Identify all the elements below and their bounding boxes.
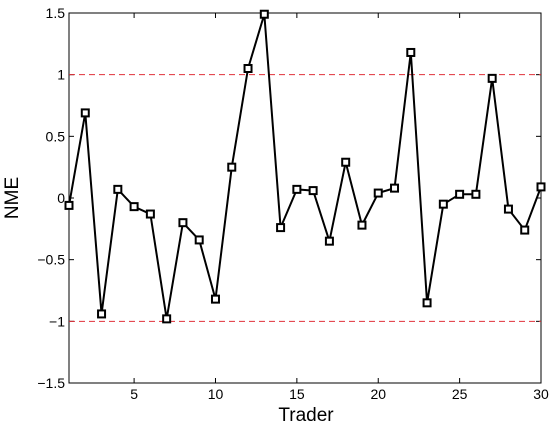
data-point-marker bbox=[276, 223, 286, 233]
data-point-marker bbox=[308, 186, 318, 196]
data-point-marker bbox=[97, 309, 107, 319]
data-point-marker bbox=[227, 162, 237, 172]
data-point-marker bbox=[390, 183, 400, 193]
y-tick-label: −1.5 bbox=[37, 375, 65, 391]
data-point-marker bbox=[80, 108, 90, 118]
y-tick-labels: −1.5 −1 −0.5 0 0.5 1 1.5 bbox=[37, 5, 65, 391]
data-point-marker bbox=[341, 157, 351, 167]
data-point-marker bbox=[210, 294, 220, 304]
data-point-marker bbox=[503, 204, 513, 214]
y-tick-label: −1 bbox=[49, 313, 65, 329]
plot-layer bbox=[64, 9, 546, 384]
data-point-marker bbox=[129, 202, 139, 212]
data-point-marker bbox=[64, 200, 74, 210]
y-tick-label: 1 bbox=[57, 67, 65, 83]
data-point-marker bbox=[178, 218, 188, 228]
data-point-marker bbox=[438, 199, 448, 209]
data-point-marker bbox=[145, 209, 155, 219]
data-point-marker bbox=[455, 189, 465, 199]
y-axis-label: NME bbox=[2, 177, 23, 219]
plot-frame bbox=[68, 12, 542, 384]
data-point-marker bbox=[373, 188, 383, 198]
y-tick-label: 0 bbox=[57, 190, 65, 206]
data-point-marker bbox=[471, 189, 481, 199]
x-tick-labels: 5 10 15 20 25 30 bbox=[130, 386, 549, 402]
data-point-marker bbox=[324, 236, 334, 246]
x-tick-label: 20 bbox=[370, 386, 386, 402]
data-point-marker bbox=[406, 47, 416, 57]
x-tick-label: 5 bbox=[130, 386, 138, 402]
series-line bbox=[68, 13, 542, 320]
x-tick-label: 15 bbox=[289, 386, 305, 402]
data-point-marker bbox=[194, 235, 204, 245]
data-point-marker bbox=[292, 184, 302, 194]
data-point-marker bbox=[357, 220, 367, 230]
y-tick-label: 1.5 bbox=[46, 5, 66, 21]
x-tick-label: 25 bbox=[452, 386, 468, 402]
x-axis-label: Trader bbox=[278, 405, 334, 426]
y-tick-label: −0.5 bbox=[37, 252, 65, 268]
data-point-marker bbox=[536, 182, 546, 192]
data-point-marker bbox=[113, 184, 123, 194]
x-tick-label: 10 bbox=[208, 386, 224, 402]
data-point-marker bbox=[162, 314, 172, 324]
data-point-marker bbox=[520, 225, 530, 235]
x-tick-label: 30 bbox=[533, 386, 549, 402]
y-tick-label: 0.5 bbox=[46, 128, 66, 144]
data-point-marker bbox=[243, 64, 253, 73]
data-point-marker bbox=[422, 298, 432, 308]
data-point-marker bbox=[487, 73, 497, 83]
data-point-marker bbox=[259, 9, 269, 19]
